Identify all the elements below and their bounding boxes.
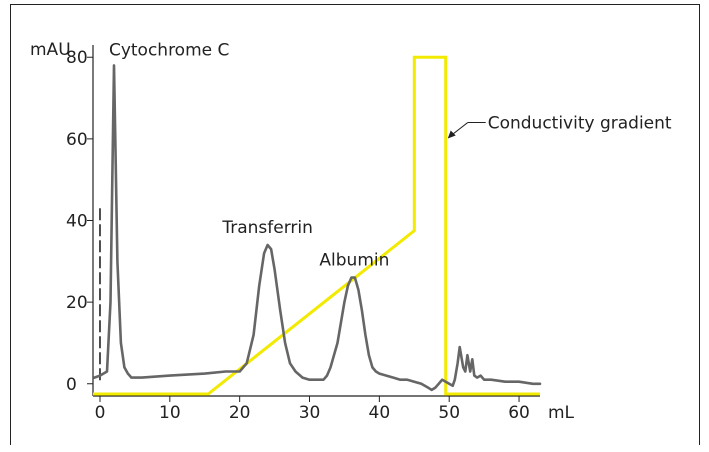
x-tick-label: 40 xyxy=(369,403,391,423)
x-tick-label: 60 xyxy=(508,403,530,423)
y-tick-label: 0 xyxy=(66,375,77,395)
y-axis-label: mAU xyxy=(30,40,71,60)
x-tick-label: 30 xyxy=(299,403,321,423)
x-tick-label: 20 xyxy=(229,403,251,423)
absorbance-trace-line xyxy=(93,64,542,392)
series-layer xyxy=(93,55,542,396)
y-tick-label: 80 xyxy=(66,48,88,68)
x-axis-label: mL xyxy=(548,403,575,423)
annotation-label: Conductivity gradient xyxy=(488,114,672,134)
y-tick-label: 40 xyxy=(66,212,88,232)
y-tick-label: 20 xyxy=(66,293,88,313)
annotation-label: Transferrin xyxy=(221,218,313,238)
annotation-label: Cytochrome C xyxy=(109,40,229,60)
x-tick-label: 50 xyxy=(438,403,460,423)
axes xyxy=(92,45,540,397)
y-tick-label: 60 xyxy=(66,130,88,150)
chart-frame xyxy=(10,4,700,445)
x-tick-label: 10 xyxy=(159,403,181,423)
conductivity-gradient-line xyxy=(93,55,540,396)
x-tick-label: 0 xyxy=(95,403,106,423)
annotation-arrowhead xyxy=(447,130,456,139)
annotation-label: Albumin xyxy=(319,251,389,271)
annotations: Cytochrome C Transferrin Albumin Conductivi… xyxy=(109,40,672,270)
